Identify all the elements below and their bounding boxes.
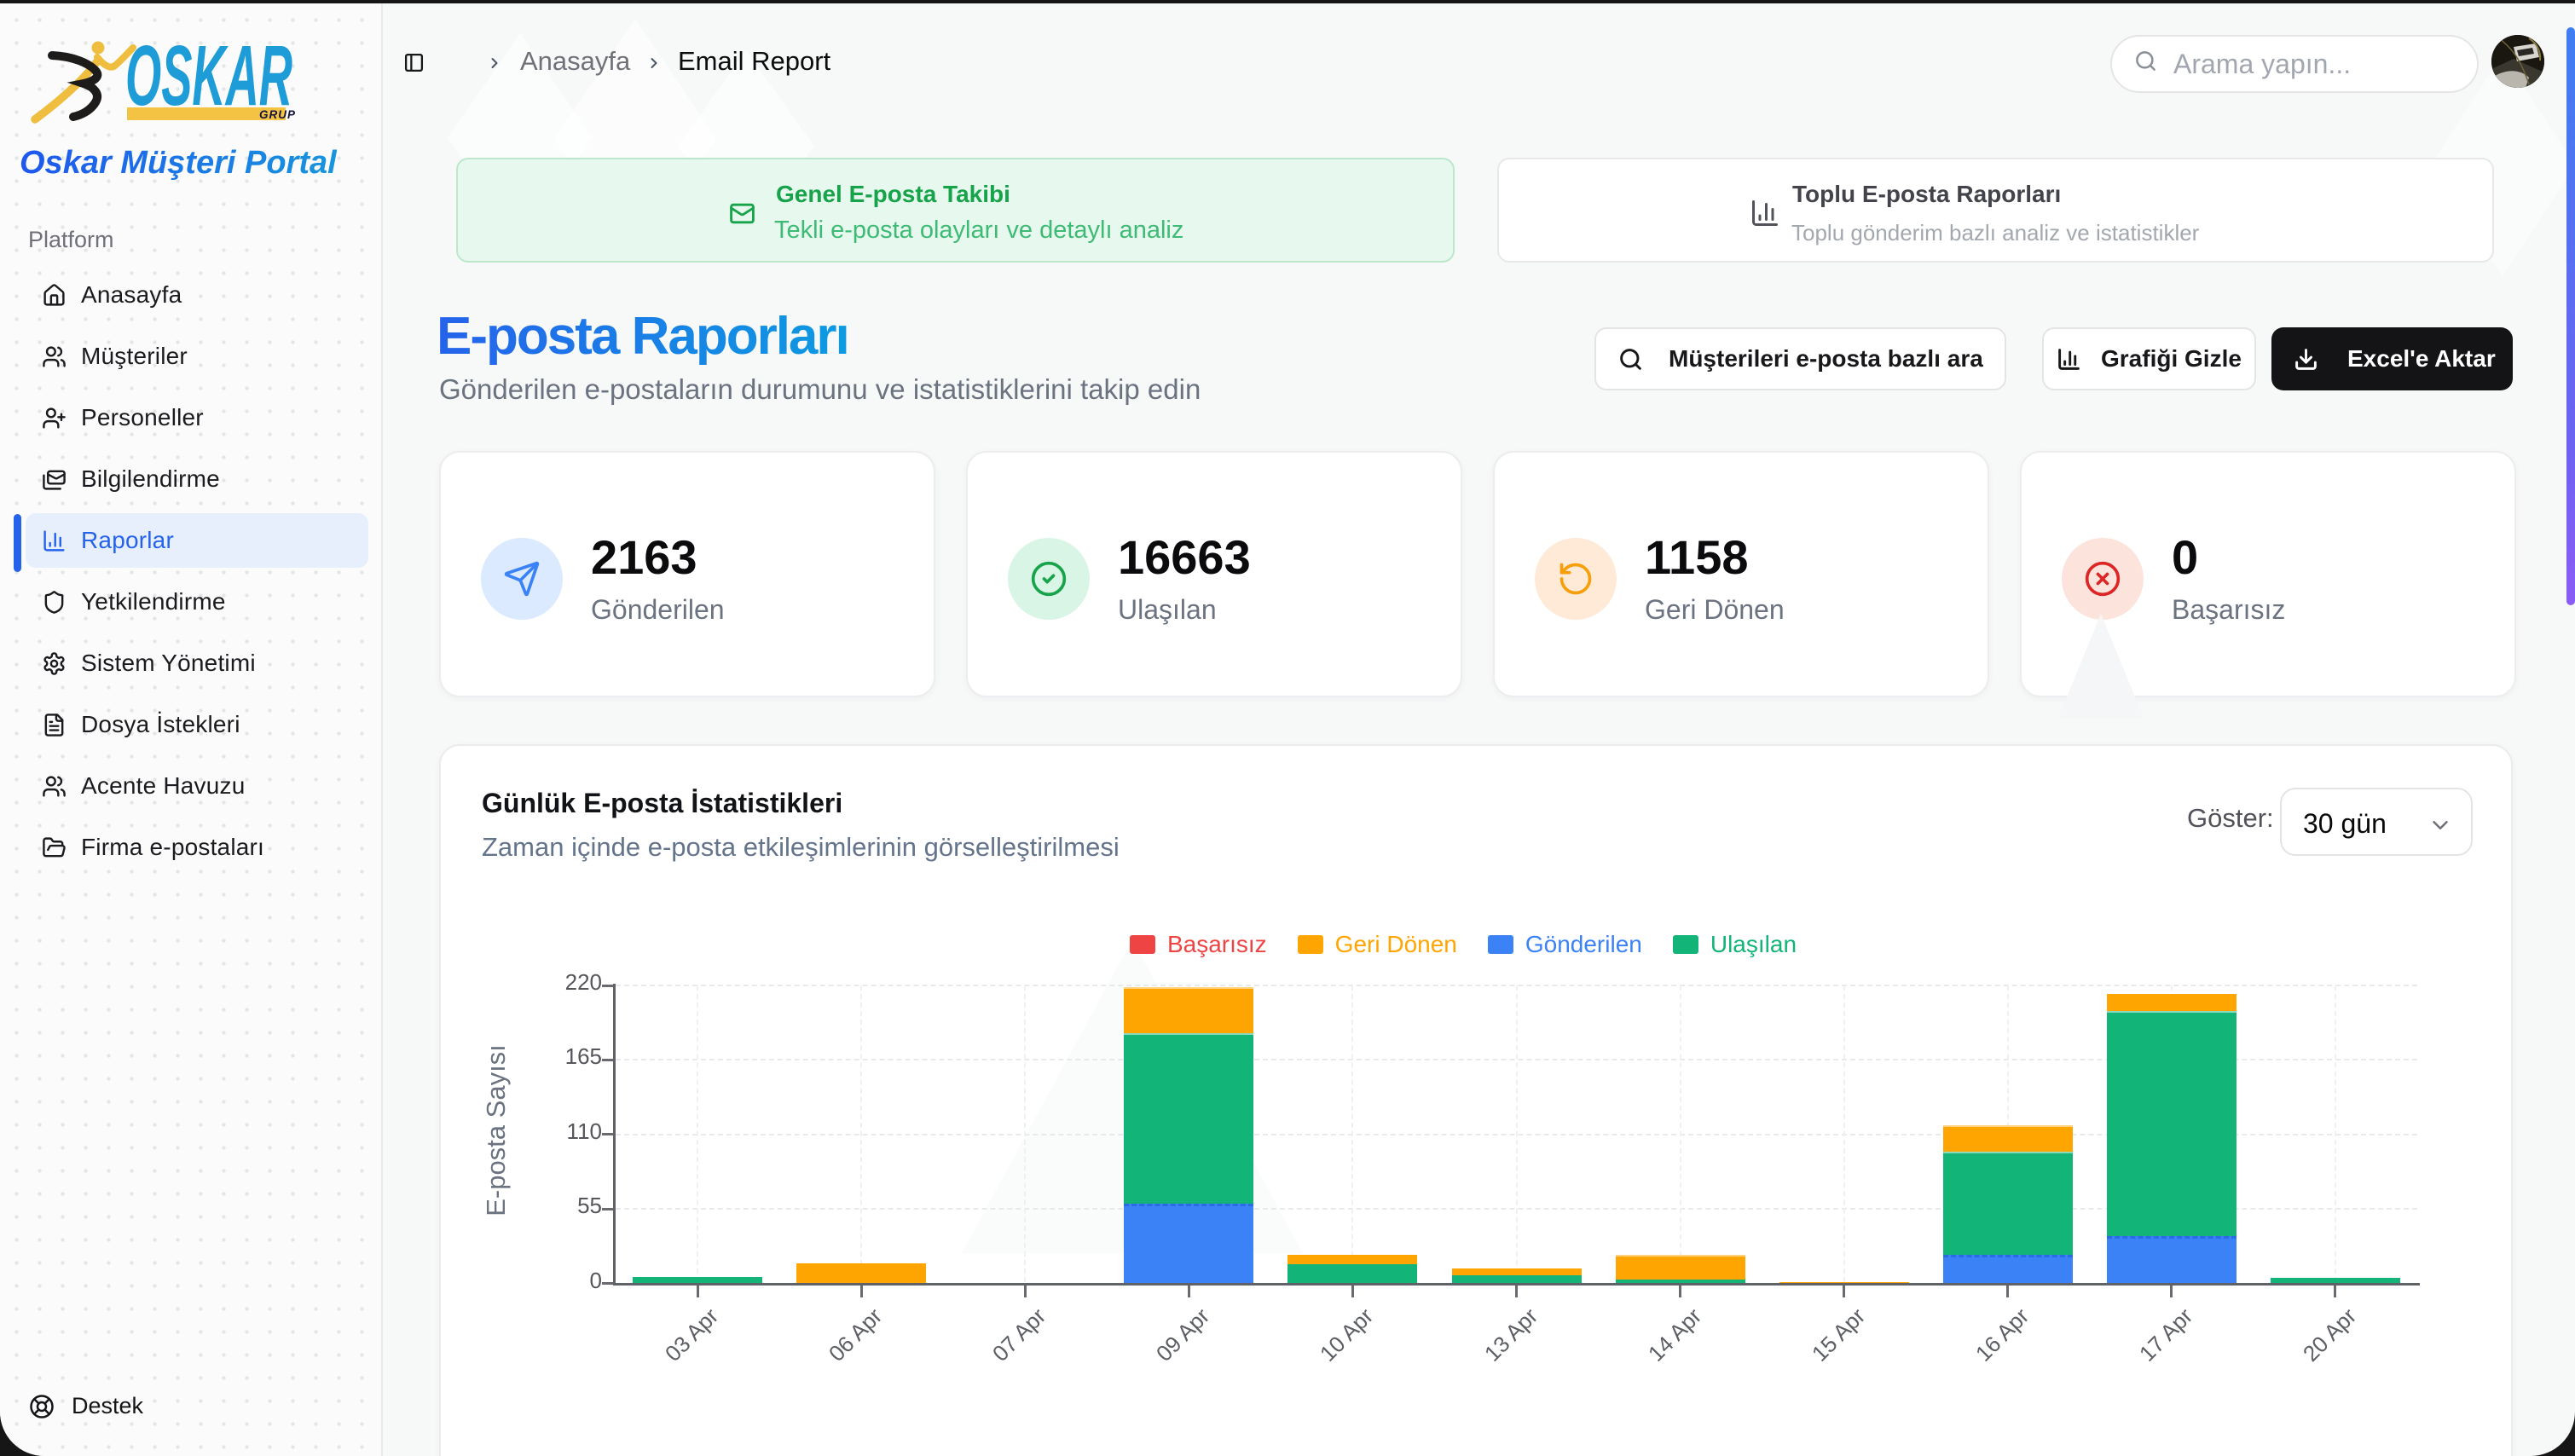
svg-text:GRUP: GRUP xyxy=(259,108,296,121)
